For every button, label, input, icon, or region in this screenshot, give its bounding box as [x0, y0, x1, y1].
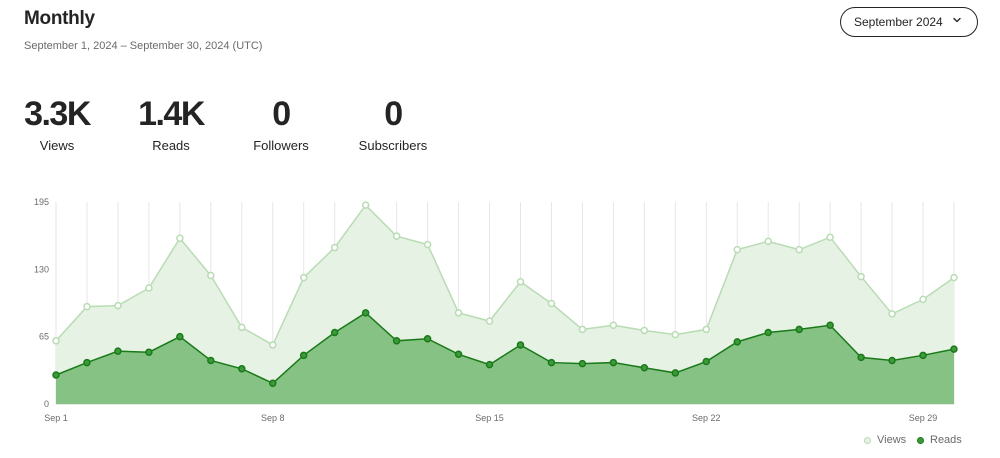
legend-views-marker [864, 436, 871, 444]
reads-point [640, 363, 649, 372]
x-tick-label: Sep 29 [909, 413, 938, 423]
reads-point [423, 334, 432, 343]
views-point [702, 325, 711, 334]
reads-point [671, 369, 680, 377]
stat-views-value: 3.3K [24, 95, 91, 133]
reads-point [145, 348, 153, 356]
views-point [176, 234, 184, 243]
views-point [330, 243, 339, 252]
stat-subscribers-label: Subscribers [358, 138, 428, 153]
views-point [609, 321, 618, 330]
views-reads-chart: 0 65 130 195 Sep 1 Sep 8 Sep 15 Sep 22 Sep 29 [34, 197, 958, 423]
reads-point [950, 345, 958, 353]
views-point [269, 341, 277, 349]
views-point [640, 326, 649, 335]
y-tick-label: 195 [34, 197, 49, 207]
stat-subscribers: 0 Subscribers [354, 95, 432, 153]
month-dropdown-label: September 2024 [854, 15, 943, 29]
reads-point [857, 353, 865, 362]
views-point [919, 295, 927, 304]
reads-point [485, 360, 494, 369]
views-point [83, 302, 91, 311]
month-dropdown[interactable]: September 2024 [840, 7, 978, 37]
reads-point [392, 337, 401, 345]
reads-point [516, 341, 525, 349]
views-point [857, 272, 865, 281]
reads-point [919, 351, 927, 360]
views-line [55, 203, 955, 347]
reads-point [176, 332, 184, 341]
reads-point [238, 365, 246, 373]
y-tick-label: 65 [39, 332, 49, 342]
reads-point [83, 358, 91, 367]
reads-point [888, 356, 896, 365]
views-point [238, 323, 246, 332]
stat-followers: 0 Followers [246, 95, 316, 153]
y-tick-label: 0 [44, 399, 49, 409]
views-point [454, 309, 463, 317]
legend-reads-label: Reads [930, 434, 962, 446]
views-point [485, 317, 494, 325]
views-point [826, 233, 834, 241]
reads-line [55, 311, 955, 385]
stat-reads-label: Reads [152, 138, 190, 153]
date-range: September 1, 2024 – September 30, 2024 (… [24, 40, 263, 52]
reads-point [114, 347, 122, 355]
legend-reads: Reads [917, 434, 962, 446]
views-point [114, 301, 122, 310]
stat-views-label: Views [39, 138, 75, 153]
y-tick-label: 130 [34, 264, 49, 274]
legend-views: Views [864, 434, 906, 446]
views-point [764, 237, 772, 246]
views-point [547, 299, 556, 308]
reads-point [330, 328, 339, 337]
views-point [950, 273, 958, 282]
stat-reads-value: 1.4K [138, 95, 205, 133]
x-tick-label: Sep 1 [44, 413, 68, 423]
reads-point [733, 338, 741, 346]
reads-point [795, 325, 803, 334]
reads-point [547, 358, 556, 367]
x-tick-label: Sep 22 [692, 413, 721, 423]
legend-views-label: Views [877, 434, 907, 446]
reads-point [578, 359, 587, 368]
stat-followers-value: 0 [272, 95, 291, 133]
views-point [145, 284, 153, 292]
reads-point [361, 309, 370, 317]
views-point [52, 337, 60, 345]
chevron-down-icon [953, 17, 961, 23]
reads-point [207, 356, 215, 365]
page-title: Monthly [24, 8, 95, 29]
reads-area [56, 312, 954, 404]
reads-point [454, 350, 463, 359]
stat-subscribers-value: 0 [384, 95, 403, 133]
reads-point [609, 358, 618, 367]
stat-views: 3.3K Views [22, 95, 92, 153]
views-point [795, 245, 803, 254]
views-point [392, 232, 401, 240]
reads-point [702, 357, 711, 366]
reads-point [52, 371, 60, 379]
views-point [671, 330, 680, 339]
stat-reads: 1.4K Reads [136, 95, 206, 153]
reads-point [764, 328, 772, 337]
views-point [207, 271, 215, 280]
legend-reads-marker [917, 436, 924, 444]
views-point [888, 310, 896, 318]
reads-point [269, 379, 277, 388]
views-point [299, 273, 308, 282]
reads-point [299, 351, 308, 360]
reads-point [826, 321, 834, 330]
views-point [516, 278, 525, 286]
stat-followers-label: Followers [253, 138, 309, 153]
x-tick-label: Sep 15 [475, 413, 504, 423]
views-point [361, 201, 370, 209]
views-point [733, 245, 741, 254]
x-tick-label: Sep 8 [261, 413, 285, 423]
views-point [423, 240, 432, 249]
views-point [578, 325, 587, 334]
